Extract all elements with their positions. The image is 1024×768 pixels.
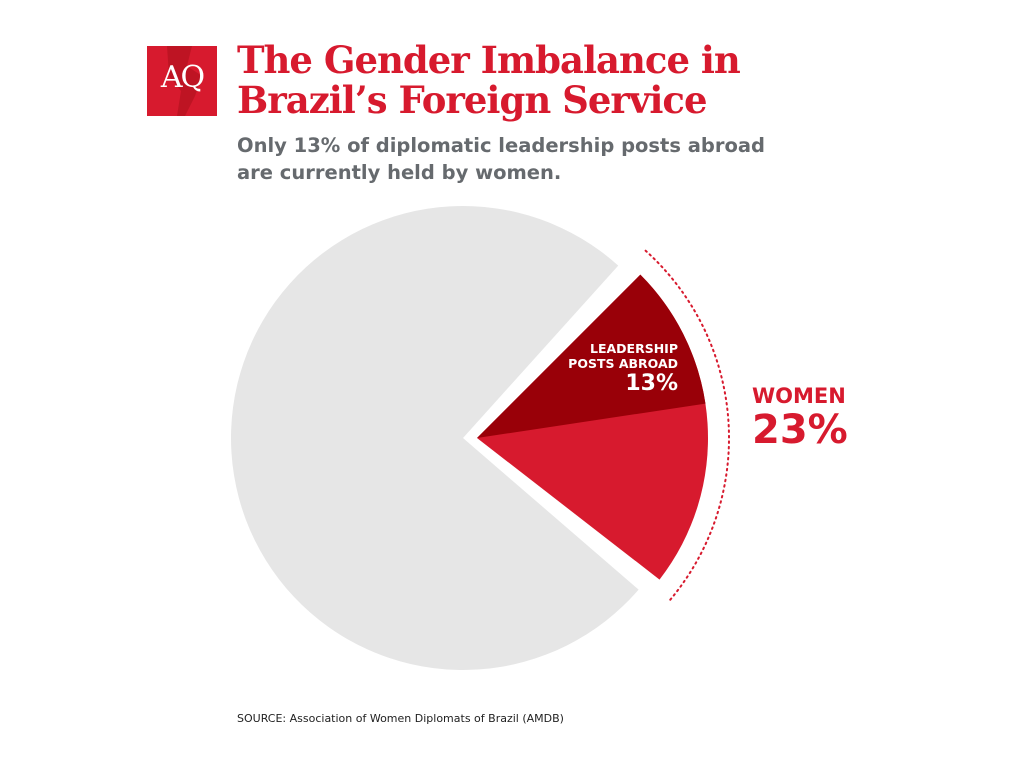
women-label-text: WOMEN xyxy=(752,384,846,408)
women-label: WOMEN 23% xyxy=(752,384,848,452)
pie-slice-other xyxy=(231,205,639,671)
subtitle-line: are currently held by women. xyxy=(237,161,562,184)
leadership-label: LEADERSHIP POSTS ABROAD 13% xyxy=(560,341,678,397)
leadership-label-line: POSTS ABROAD xyxy=(568,356,678,371)
pie-slice-leadership xyxy=(477,274,706,438)
aq-logo: AQ xyxy=(147,46,217,116)
chart-subtitle: Only 13% of diplomatic leadership posts … xyxy=(237,132,765,186)
chart-title: The Gender Imbalance in Brazil’s Foreign… xyxy=(237,38,741,122)
leadership-label-line: LEADERSHIP xyxy=(590,341,678,356)
map-icon xyxy=(167,46,202,116)
women-value: 23% xyxy=(752,407,848,453)
subtitle-line: Only 13% of diplomatic leadership posts … xyxy=(237,134,766,157)
source-note: SOURCE: Association of Women Diplomats o… xyxy=(237,712,564,725)
leadership-value: 13% xyxy=(625,371,678,396)
women-dotted-arc xyxy=(644,249,730,604)
title-line: Brazil’s Foreign Service xyxy=(237,78,708,122)
title-line: The Gender Imbalance in xyxy=(237,38,741,82)
logo-text: AQ xyxy=(160,60,205,95)
